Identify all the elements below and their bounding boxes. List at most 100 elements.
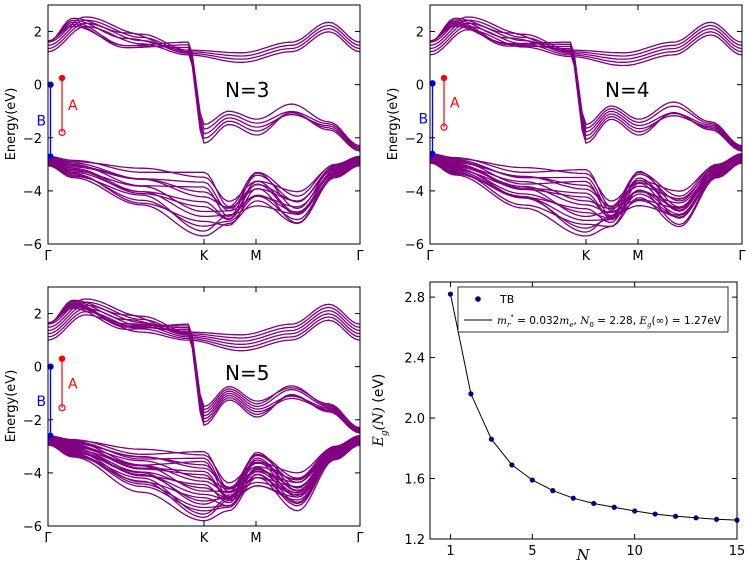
conduction-band-line (47, 21, 361, 150)
y-tick-label: 2.4 (404, 352, 425, 367)
y-axis-label: Energy(eV) (4, 370, 19, 443)
y-axis-label: Energy(eV) (386, 88, 401, 161)
valence-band-line (47, 442, 361, 505)
valence-band-line (47, 165, 361, 237)
x-tick-label: M (632, 249, 643, 264)
valence-band-line (47, 159, 361, 209)
conduction-band-line (47, 25, 361, 147)
valence-band-line (429, 159, 743, 218)
marker-b-label: B (418, 112, 428, 128)
marker-b-label: B (36, 114, 46, 130)
upper-band-line (429, 19, 743, 57)
upper-band-line (47, 304, 361, 342)
band-panel-n3: AB 20−2−4−6Γ K M Γ N=3 Energy(eV) (4, 4, 364, 264)
axes: 20−2−4−6Γ K M Γ (405, 5, 746, 264)
x-tick-label: Γ (44, 531, 52, 546)
marker-a-top-dot (58, 74, 66, 82)
tb-data-point (529, 477, 535, 483)
x-tick-label: Γ (426, 249, 434, 264)
valence-band-line (429, 155, 743, 207)
plot-frame (429, 281, 738, 540)
tb-data-point (570, 495, 576, 501)
gap-x-axis-label: N (575, 546, 590, 564)
tb-data-point (509, 462, 515, 468)
tb-data-point (591, 500, 597, 507)
valence-band-line (429, 153, 743, 202)
marker-b-bottom-dot (429, 150, 436, 157)
valence-band-line (47, 163, 361, 227)
legend-tb-label: TB (499, 293, 514, 306)
tb-data-point (673, 513, 679, 519)
tb-data-point (652, 511, 658, 517)
gap-markers: AB (36, 74, 78, 160)
marker-a-label: A (450, 96, 460, 112)
panel-annotation: N=4 (605, 78, 649, 102)
y-tick-label: −6 (405, 238, 424, 253)
y-tick-label: 2 (416, 26, 424, 41)
upper-band-line (47, 298, 361, 336)
marker-b-bottom-dot (47, 153, 54, 160)
valence-band-line (47, 162, 361, 218)
y-tick-label: −6 (23, 238, 42, 253)
tb-data-point (713, 516, 720, 522)
valence-band-line (47, 443, 361, 519)
upper-band-line (47, 314, 361, 352)
y-tick-label: −6 (23, 520, 42, 535)
gap-vs-n-panel: 1.21.62.02.42.81 5 10 15 TB mr* = 0.032me, … (371, 281, 746, 564)
conduction-band-line (47, 307, 361, 429)
axes: 20−2−4−6Γ K M Γ (23, 287, 364, 546)
y-tick-label: −4 (23, 467, 42, 482)
y-tick-label: −4 (405, 185, 424, 200)
panel-annotation: N=5 (225, 361, 269, 385)
conduction-band-line (429, 25, 743, 147)
legend-tb-marker (475, 296, 481, 302)
upper-band-line (429, 29, 743, 67)
x-tick-label: K (582, 249, 591, 264)
valence-band-line (429, 162, 743, 237)
x-tick-label: K (200, 249, 209, 264)
tb-data-point (488, 436, 494, 442)
conduction-band-line (429, 20, 743, 150)
upper-band-line (429, 16, 743, 54)
marker-a-top-dot (440, 74, 448, 82)
panel-annotation: N=3 (225, 78, 269, 102)
y-tick-label: 1.2 (404, 533, 425, 548)
legend-fit-label: mr* = 0.032me, N0 = 2.28, Eg(∞) = 1.27eV (497, 313, 722, 329)
valence-band-line (429, 159, 743, 219)
y-tick-label: 2.0 (404, 412, 425, 427)
x-tick-label: 15 (729, 544, 746, 559)
y-tick-label: −4 (23, 185, 42, 200)
gap-markers: AB (36, 355, 78, 439)
valence-band-line (47, 443, 361, 515)
y-axis-label: Energy(eV) (4, 88, 19, 161)
x-tick-label: Γ (44, 249, 52, 264)
valence-band-line (47, 435, 361, 484)
valence-band-line (429, 161, 743, 233)
marker-b-bottom-dot (47, 432, 54, 439)
band-lines (47, 16, 361, 237)
valence-band-line (47, 444, 361, 522)
valence-band-line (429, 154, 743, 211)
upper-band-line (429, 22, 743, 60)
marker-a-bottom-dot (58, 404, 66, 412)
marker-a-label: A (68, 98, 78, 114)
y-tick-label: 0 (416, 79, 424, 94)
tb-data-point (447, 291, 454, 297)
tb-data-point (611, 504, 617, 510)
conduction-band-line (47, 23, 361, 148)
x-tick-label: 10 (626, 544, 643, 559)
upper-band-line (429, 25, 743, 63)
marker-a-label: A (68, 376, 78, 392)
x-tick-label: 1 (446, 544, 454, 559)
gap-plot (447, 291, 740, 523)
x-tick-label: Γ (356, 249, 364, 264)
y-tick-label: −2 (23, 132, 42, 147)
y-tick-label: 0 (34, 79, 42, 94)
x-tick-label: K (200, 531, 209, 546)
valence-band-line (47, 437, 361, 488)
y-tick-label: −2 (405, 132, 424, 147)
tb-data-point (550, 488, 556, 494)
valence-band-line (47, 438, 361, 490)
valence-band-line (47, 161, 361, 213)
